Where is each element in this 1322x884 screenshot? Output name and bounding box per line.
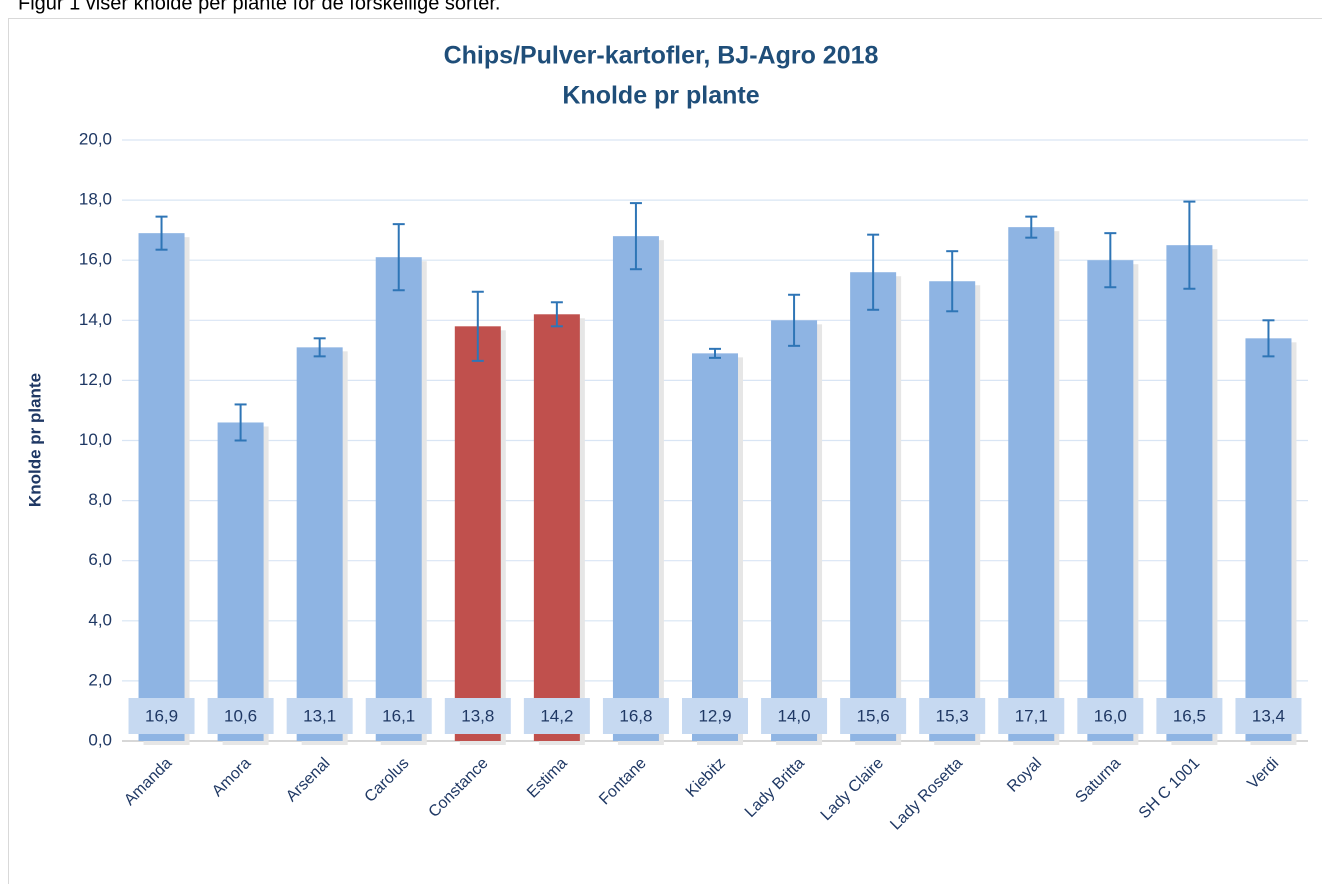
bar [1245,338,1292,741]
x-tick-label: Estima [524,755,571,802]
bar [1166,245,1213,742]
x-tick-label: Lady Britta [742,755,808,821]
y-tick-label: 20,0 [79,129,112,148]
x-tick-label: Lady Claire [818,755,887,824]
value-label: 16,5 [1173,706,1206,725]
value-label: 17,1 [1015,706,1048,725]
bar [217,422,264,741]
chart-subtitle: Knolde pr plante [562,82,759,110]
value-label-box [207,698,274,734]
bar [533,314,580,741]
value-label-box [286,698,353,734]
x-tick-label: Amora [209,755,254,800]
y-tick-label: 2,0 [88,670,112,689]
value-label: 10,6 [224,706,257,725]
value-label: 13,8 [461,706,494,725]
value-label-box [840,698,907,734]
value-label: 13,4 [1252,706,1285,725]
y-tick-label: 10,0 [79,430,112,449]
bar [138,233,185,741]
value-label: 16,1 [382,706,415,725]
y-tick-label: 16,0 [79,250,112,269]
value-label-box [919,698,986,734]
y-tick-label: 4,0 [88,610,112,629]
bar [771,320,818,741]
value-label: 14,0 [778,706,811,725]
x-tick-label: Fontane [596,755,650,809]
value-label: 16,0 [1094,706,1127,725]
value-label-box [1077,698,1144,734]
value-label-box [523,698,590,734]
x-tick-label: SH C 1001 [1136,755,1203,822]
y-tick-label: 8,0 [88,490,112,509]
bar [1008,227,1055,741]
value-label-box [365,698,432,734]
x-tick-label: Saturna [1072,755,1124,807]
value-label-box [128,698,195,734]
value-label-box [444,698,511,734]
x-tick-label: Royal [1004,755,1045,796]
chart-title: Chips/Pulver-kartofler, BJ-Agro 2018 [444,42,879,70]
x-tick-label: Lady Rosetta [887,755,966,834]
value-label: 16,9 [145,706,178,725]
bar [692,353,738,741]
value-label-box [682,698,748,734]
bar [612,236,659,741]
value-label: 16,8 [619,706,652,725]
bar [1087,260,1134,741]
y-tick-label: 12,0 [79,370,112,389]
value-label: 13,1 [303,706,336,725]
x-tick-label: Carolus [362,755,413,806]
value-label: 15,3 [936,706,969,725]
chart-frame [8,18,1322,884]
value-label-box [998,698,1065,734]
caption: Figur 1 viser knolde per plante for de f… [18,0,500,14]
bar [375,257,422,741]
bar [850,272,897,741]
x-tick-label: Constance [425,755,491,821]
value-label-box [1235,698,1302,734]
y-axis-label: Knolde pr plante [25,373,44,507]
y-tick-label: 18,0 [79,190,112,209]
x-tick-label: Kiebitz [683,755,729,801]
y-tick-label: 14,0 [79,310,112,329]
value-label: 12,9 [698,706,731,725]
y-tick-label: 6,0 [88,550,112,569]
bar [296,347,343,741]
value-label-box [761,698,828,734]
value-label: 14,2 [540,706,573,725]
value-label-box [1156,698,1223,734]
value-label-box [602,698,669,734]
x-tick-label: Verdi [1244,755,1282,793]
x-tick-label: Arsenal [283,755,333,805]
y-tick-label: 0,0 [88,730,112,749]
bar [929,281,976,741]
bar [454,326,501,741]
value-label: 15,6 [857,706,890,725]
x-tick-label: Amanda [121,755,175,809]
